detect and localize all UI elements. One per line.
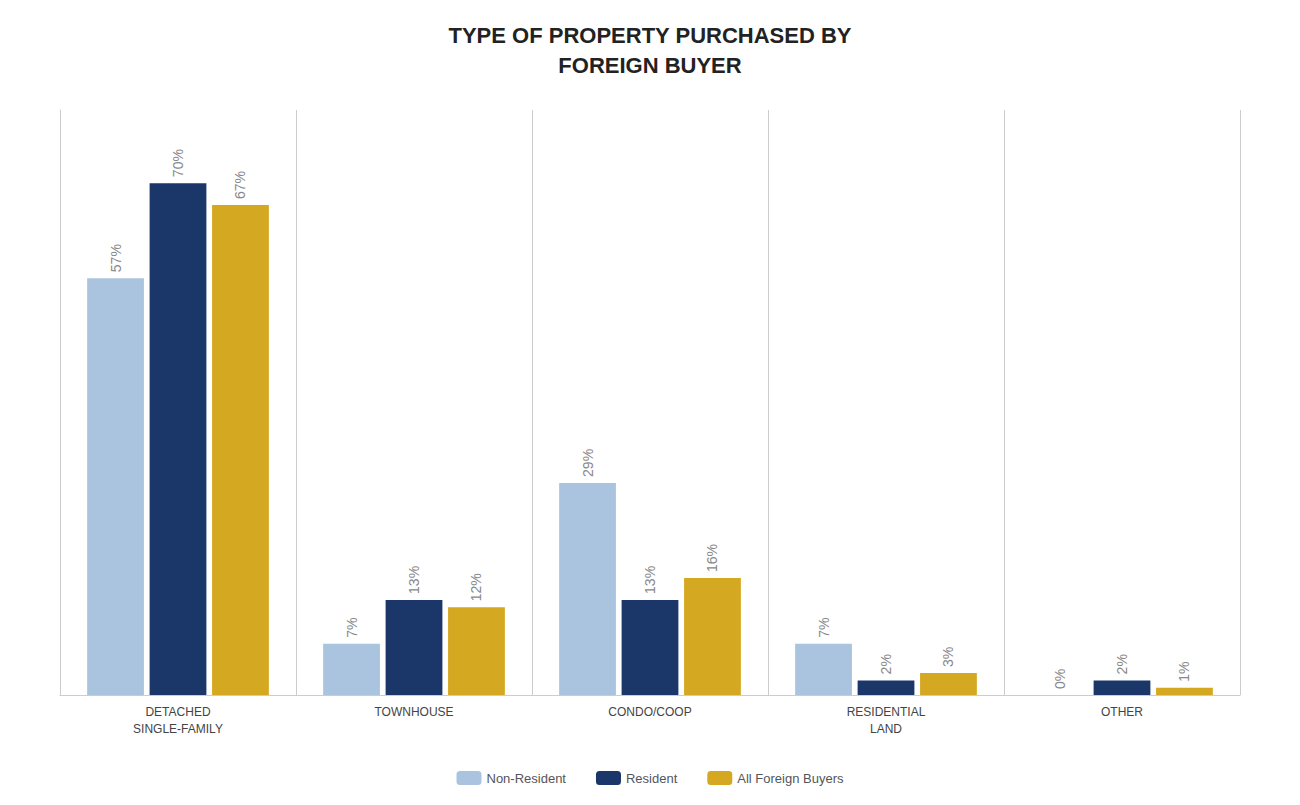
svg-text:1%: 1% <box>1176 661 1192 681</box>
svg-text:3%: 3% <box>940 647 956 667</box>
svg-text:13%: 13% <box>406 566 422 594</box>
svg-text:SINGLE-FAMILY: SINGLE-FAMILY <box>133 722 223 736</box>
svg-text:CONDO/COOP: CONDO/COOP <box>608 705 691 719</box>
svg-text:TOWNHOUSE: TOWNHOUSE <box>374 705 453 719</box>
svg-text:Non-Resident: Non-Resident <box>486 771 566 786</box>
svg-text:57%: 57% <box>108 244 124 272</box>
svg-text:TYPE OF PROPERTY PURCHASED BY: TYPE OF PROPERTY PURCHASED BY <box>449 23 852 48</box>
svg-text:All Foreign Buyers: All Foreign Buyers <box>737 771 844 786</box>
svg-text:2%: 2% <box>878 654 894 674</box>
svg-text:DETACHED: DETACHED <box>145 705 210 719</box>
svg-text:29%: 29% <box>580 449 596 477</box>
svg-text:OTHER: OTHER <box>1101 705 1143 719</box>
svg-text:67%: 67% <box>232 171 248 199</box>
svg-text:7%: 7% <box>816 618 832 638</box>
svg-text:LAND: LAND <box>870 722 902 736</box>
svg-text:Resident: Resident <box>626 771 678 786</box>
svg-text:7%: 7% <box>344 618 360 638</box>
svg-text:16%: 16% <box>704 544 720 572</box>
svg-text:2%: 2% <box>1114 654 1130 674</box>
svg-text:12%: 12% <box>468 573 484 601</box>
svg-text:FOREIGN BUYER: FOREIGN BUYER <box>558 53 741 78</box>
svg-text:0%: 0% <box>1052 669 1068 689</box>
svg-text:RESIDENTIAL: RESIDENTIAL <box>847 705 926 719</box>
svg-text:13%: 13% <box>642 566 658 594</box>
svg-text:70%: 70% <box>170 149 186 177</box>
